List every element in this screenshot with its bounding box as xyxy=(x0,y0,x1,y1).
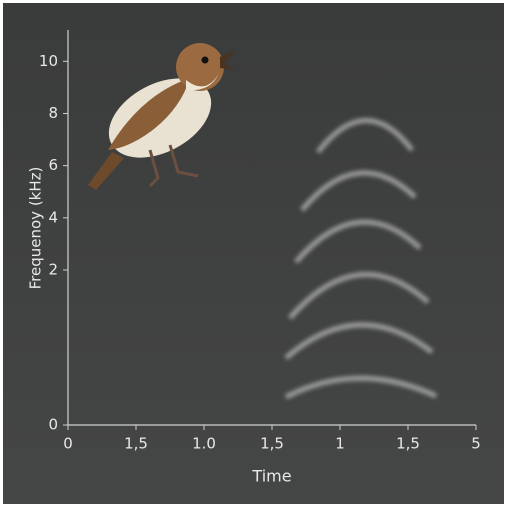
x-tick-label: 1,5 xyxy=(124,435,148,453)
bird-eye xyxy=(202,57,209,64)
page: {"chart_data": {"type": "spectrogram", "… xyxy=(0,0,507,507)
y-tick-label: 0 xyxy=(48,416,58,434)
x-tick-label: 5 xyxy=(471,435,481,453)
x-tick-label: 0 xyxy=(63,435,73,453)
x-tick-label: 1.0 xyxy=(192,435,216,453)
y-tick-label: 4 xyxy=(48,208,58,226)
x-tick-label: 1,5 xyxy=(260,435,284,453)
x-tick-label: 1,5 xyxy=(396,435,420,453)
y-tick-label: 10 xyxy=(39,52,58,70)
y-axis-title: Frequenoy (kHz) xyxy=(27,167,45,290)
chart: Frequenoy (kHz) Time 0 2 4 6 8 10 0 1,5 1.0 1,5 1 1… xyxy=(0,0,507,507)
x-tick-label: 1 xyxy=(335,435,345,453)
y-tick-label: 8 xyxy=(48,104,58,122)
y-tick-label: 6 xyxy=(48,156,58,174)
y-tick-label: 2 xyxy=(48,261,58,279)
x-axis-title: Time xyxy=(251,467,291,486)
background xyxy=(3,3,504,504)
bird-head xyxy=(176,43,224,91)
